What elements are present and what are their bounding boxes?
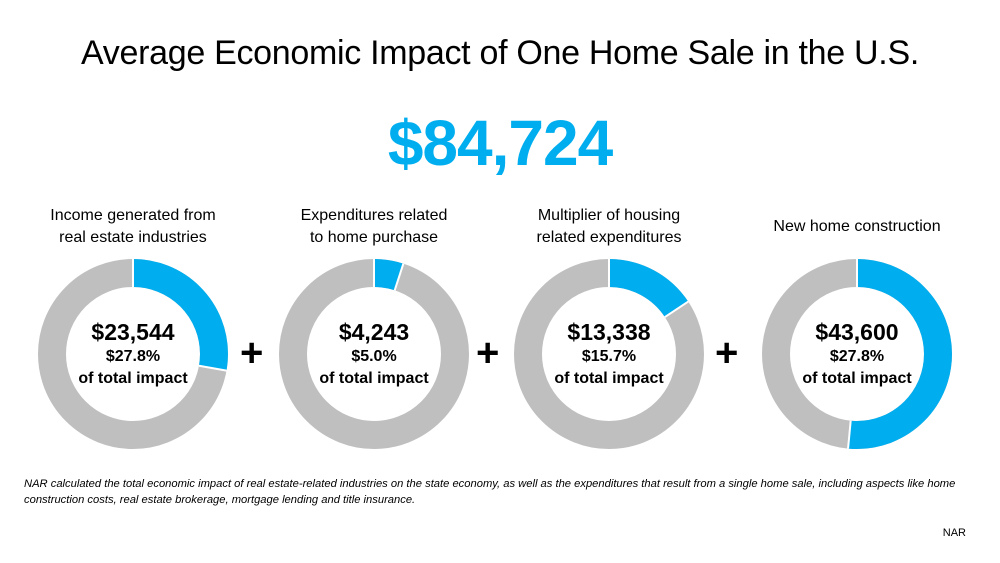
segment-percent: $27.8% xyxy=(105,348,161,365)
donut-separator xyxy=(198,364,227,372)
segment-subtext: of total impact xyxy=(802,370,912,387)
segment-subtext: of total impact xyxy=(319,370,429,387)
page-title: Average Economic Impact of One Home Sale… xyxy=(81,34,919,72)
segment-subtext: of total impact xyxy=(78,370,188,387)
donut-separator xyxy=(393,263,405,291)
donut-chart: $4,243 $5.0% of total impact xyxy=(279,259,469,449)
segment-amount: $13,338 xyxy=(567,319,651,345)
plus-sign: + xyxy=(240,331,264,375)
segment-multiplier: Multiplier of housing related expenditure… xyxy=(504,203,714,449)
segment-expenditures: Expenditures related to home purchase $4,… xyxy=(269,203,479,449)
segment-label: Expenditures related to home purchase xyxy=(300,207,448,246)
segment-label: New home construction xyxy=(773,218,941,235)
footnote: NAR calculated the total economic impact… xyxy=(24,478,956,506)
plus-sign: + xyxy=(715,331,739,375)
segment-percent: $5.0% xyxy=(351,348,397,365)
segment-amount: $4,243 xyxy=(338,319,410,345)
donut-chart: $13,338 $15.7% of total impact xyxy=(514,259,704,449)
segment-subtext: of total impact xyxy=(554,370,664,387)
segment-income: Income generated from real estate industr… xyxy=(28,203,238,449)
donut-separator xyxy=(847,420,852,449)
segment-label: Multiplier of housing related expenditure… xyxy=(536,207,682,246)
segment-amount: $23,544 xyxy=(91,319,175,345)
plus-sign: + xyxy=(476,331,500,375)
source-label: NAR xyxy=(942,527,966,539)
total-impact-value: $84,724 xyxy=(387,107,613,179)
segment-percent: $15.7% xyxy=(581,348,637,365)
donut-separator xyxy=(664,300,689,318)
segment-label: Income generated from real estate industr… xyxy=(50,207,216,246)
donut-chart: $43,600 $27.8% of total impact xyxy=(762,259,952,449)
donut-chart: $23,544 $27.8% of total impact xyxy=(38,259,228,449)
segment-amount: $43,600 xyxy=(815,319,899,345)
segment-percent: $27.8% xyxy=(829,348,885,365)
segment-new-construction: New home construction $43,600 $27.8% of … xyxy=(752,203,962,449)
